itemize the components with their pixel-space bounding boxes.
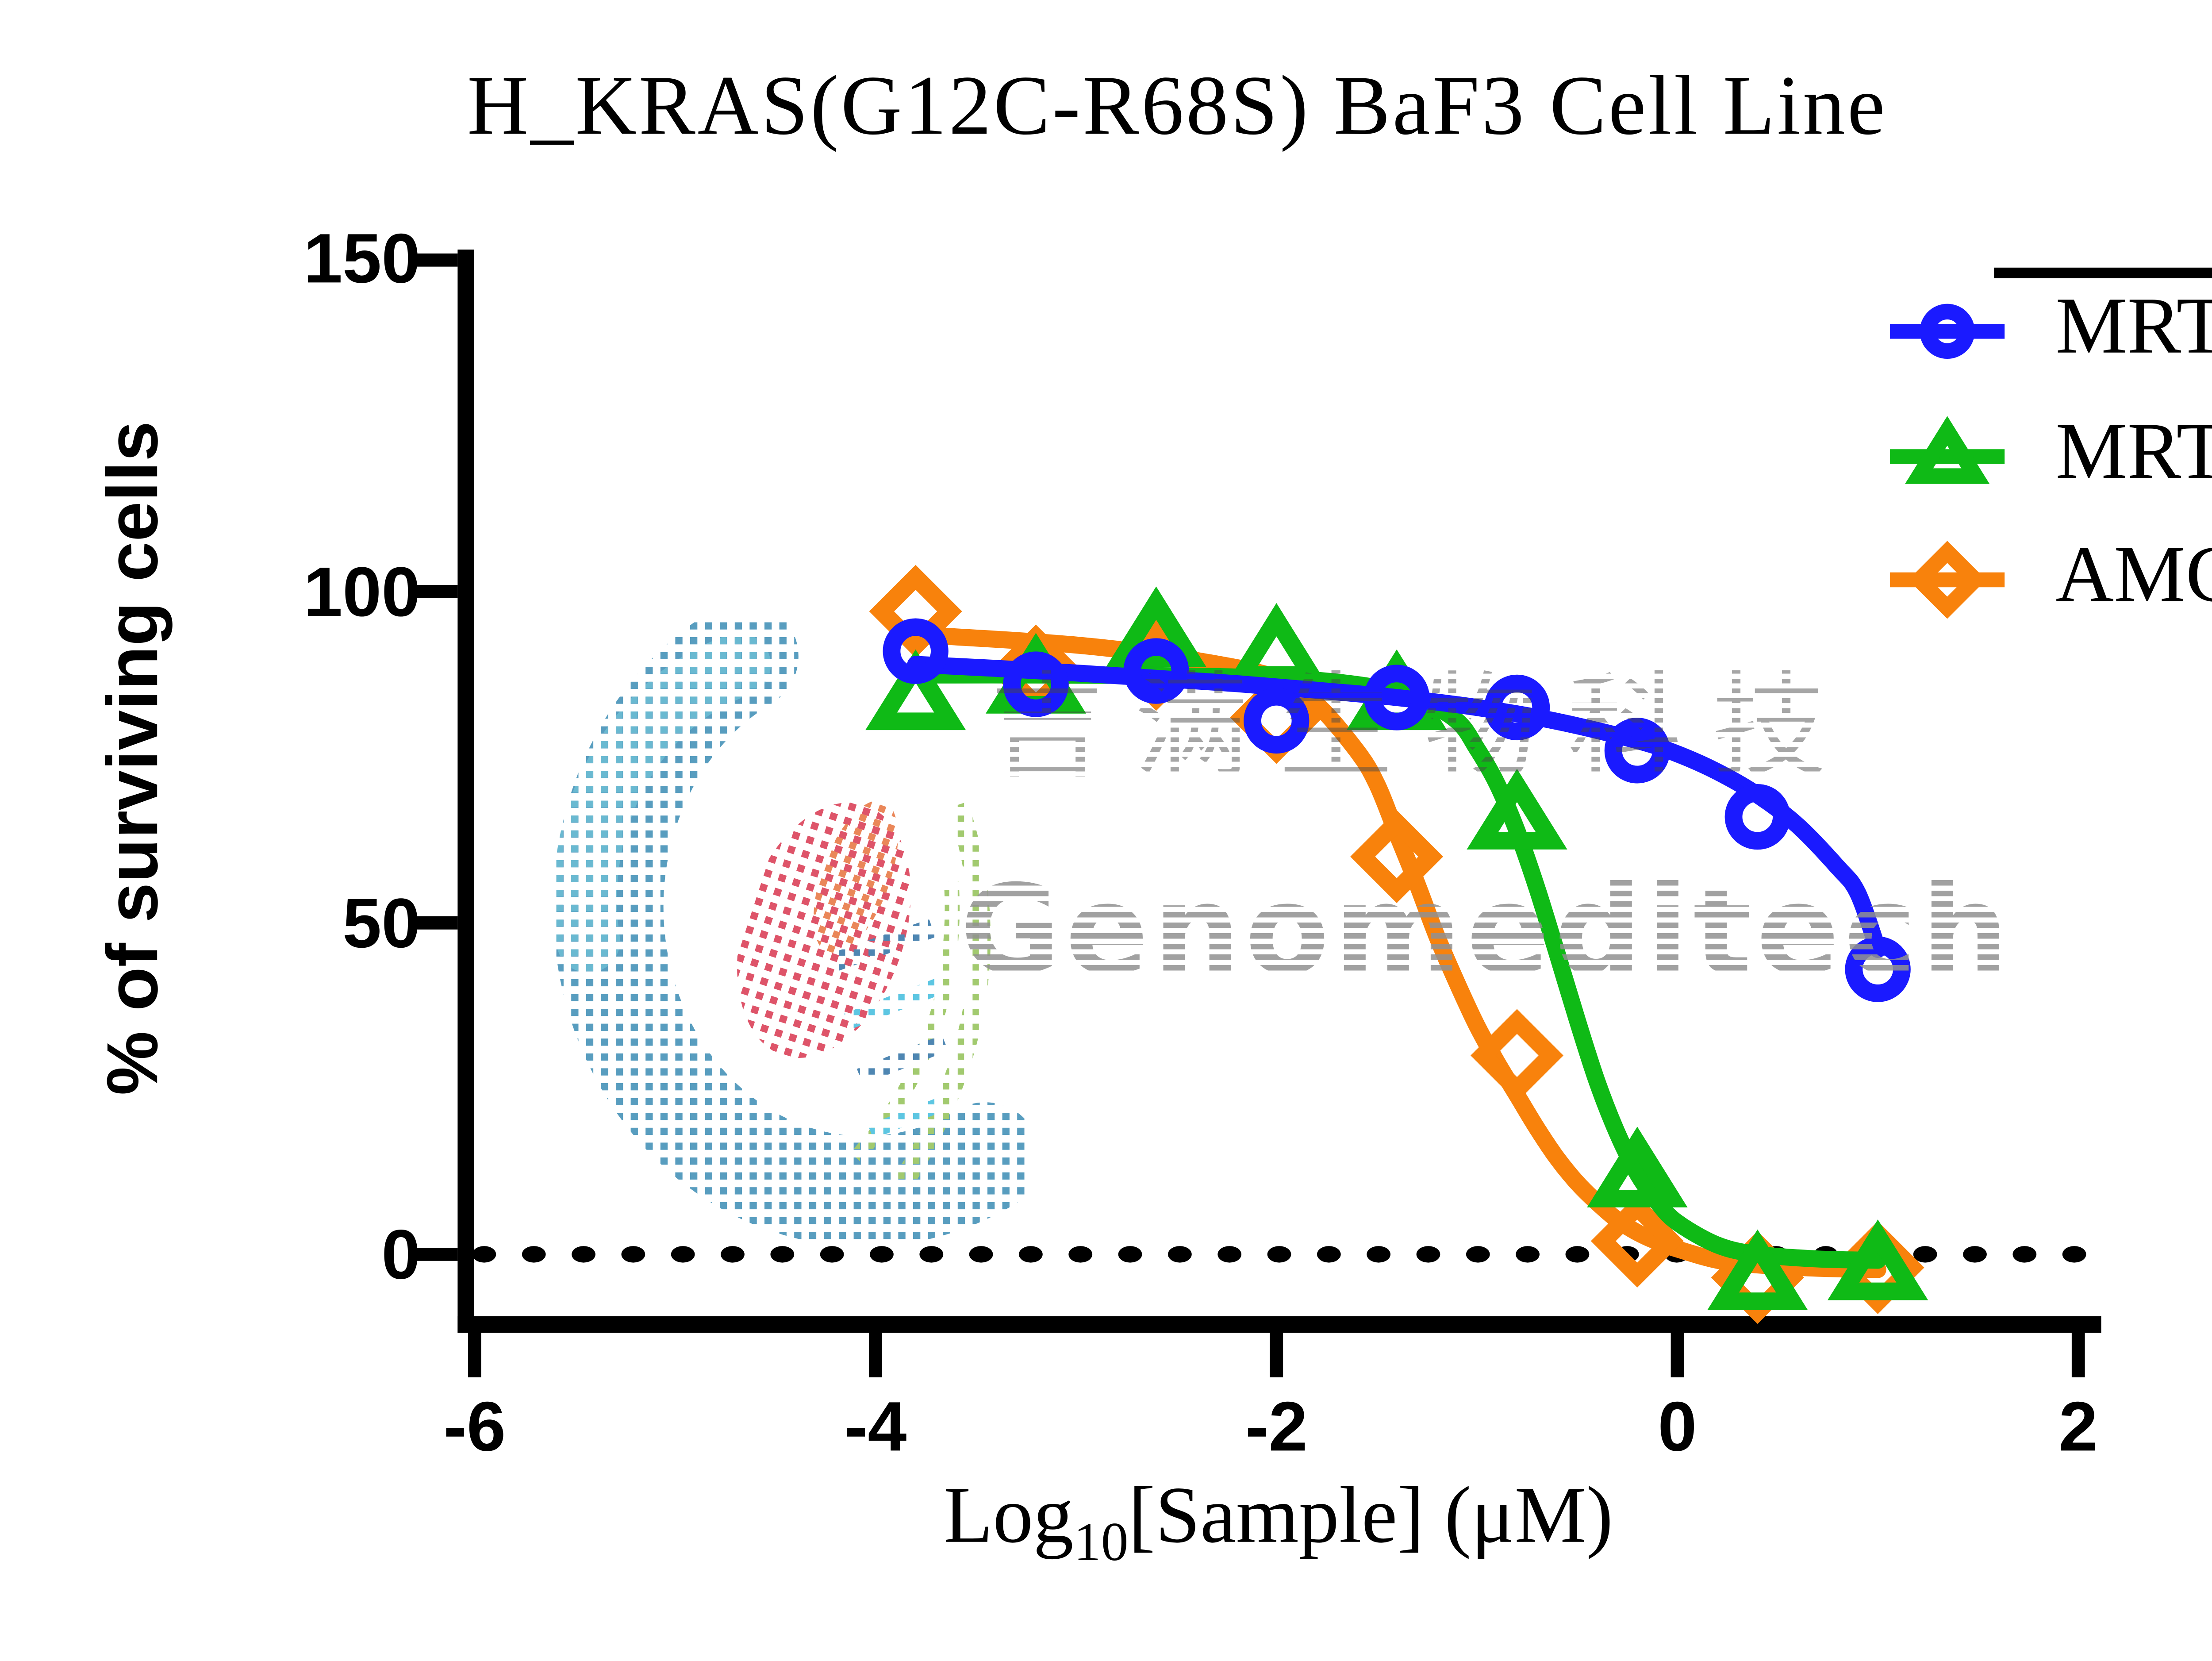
zero-baseline-dot xyxy=(2012,1246,2037,1263)
data-point-MRTX849 xyxy=(865,649,966,731)
data-point-MRTX1133 xyxy=(1724,784,1790,850)
genomeditech-logo-watermark xyxy=(553,622,1030,1247)
zero-baseline-dot xyxy=(572,1246,595,1263)
zero-baseline-dot xyxy=(522,1246,546,1263)
logo-helix-strand-1 xyxy=(831,919,936,971)
legend-label-amg510: AMG510 xyxy=(2055,531,2212,620)
x-axis-line xyxy=(457,1316,2101,1333)
x-axis-tick xyxy=(1270,1333,1283,1377)
zero-baseline-dot xyxy=(969,1246,993,1263)
y-axis-tick xyxy=(415,916,458,930)
legend-marker-symbol-AMG510 xyxy=(1890,541,2005,619)
x-tick-label--6: -6 xyxy=(443,1387,506,1466)
logo-helix-strand-4 xyxy=(868,1097,944,1139)
legend-marker-symbol-MRTX1133 xyxy=(1890,304,2005,359)
legend-header-rule xyxy=(1994,267,2212,278)
legend-marker-mrtx849 xyxy=(1886,410,2008,503)
zero-baseline-dot xyxy=(1963,1246,1987,1263)
logo-leaf-outline xyxy=(893,801,991,1189)
y-axis-tick xyxy=(415,584,458,598)
data-point-MRTX849 xyxy=(1467,769,1567,850)
data-point-MRTX849 xyxy=(1106,586,1207,667)
zero-baseline-dot xyxy=(820,1246,844,1263)
logo-helix-strand-2 xyxy=(844,977,944,1030)
zero-baseline-dot xyxy=(1068,1246,1093,1263)
x-axis-tick xyxy=(2071,1333,2085,1377)
zero-baseline-dot xyxy=(919,1246,944,1263)
legend-marker-mrtx1133 xyxy=(1886,285,2008,378)
data-point-MRTX1133 xyxy=(1123,638,1189,704)
data-point-MRTX1133 xyxy=(1244,688,1310,754)
zero-baseline-dot xyxy=(1317,1246,1341,1263)
legend-marker-amg510 xyxy=(1886,533,2008,627)
x-axis-tick xyxy=(869,1333,882,1377)
zero-baseline-dot xyxy=(2062,1246,2086,1263)
legend-marker-symbol-MRTX849 xyxy=(1890,416,2005,484)
data-point-MRTX849 xyxy=(1827,1219,1928,1300)
curve-MRTX849 xyxy=(907,666,1886,1269)
data-point-MRTX1133 xyxy=(883,618,949,684)
y-tick-label-50: 50 xyxy=(342,882,421,961)
zero-baseline-dot xyxy=(870,1246,894,1263)
data-point-AMG510 xyxy=(1350,810,1444,904)
zero-baseline-dot xyxy=(472,1246,496,1263)
zero-baseline-dot xyxy=(671,1246,695,1263)
zero-baseline-dot xyxy=(1516,1246,1540,1263)
zero-baseline-dot xyxy=(1118,1246,1142,1263)
zero-baseline-dot xyxy=(1466,1246,1490,1263)
zero-baseline-dot xyxy=(1367,1246,1391,1263)
logo-teardrop-highlight xyxy=(814,800,898,954)
x-axis-title-suffix: [Sample] (μM) xyxy=(1128,1472,1613,1561)
chart-title: H_KRAS(G12C-R68S) BaF3 Cell Line xyxy=(467,57,1887,153)
logo-crescent-highlight xyxy=(553,633,771,973)
zero-baseline-dot xyxy=(1168,1246,1192,1263)
zero-baseline-dot xyxy=(770,1246,795,1263)
data-point-MRTX1133 xyxy=(1363,665,1430,731)
y-axis-title: % of surviving cells xyxy=(93,421,174,1096)
legend-label-mrtx849: MRTX849 xyxy=(2055,408,2212,497)
data-point-MRTX849 xyxy=(1707,1229,1808,1310)
x-axis-title-prefix: Log xyxy=(943,1472,1074,1561)
zero-baseline-dot xyxy=(1217,1246,1242,1263)
data-point-MRTX1133 xyxy=(1003,651,1069,717)
data-point-AMG510 xyxy=(869,565,962,658)
y-tick-label-150: 150 xyxy=(303,219,421,299)
legend-label-mrtx1133: MRTX1133 xyxy=(2055,282,2212,372)
x-axis-title-subscript: 10 xyxy=(1073,1511,1129,1573)
logo-helix-strand-3 xyxy=(856,1034,949,1085)
y-axis-line xyxy=(457,250,474,1333)
zero-baseline-dot xyxy=(1019,1246,1043,1263)
y-tick-label-100: 100 xyxy=(303,551,421,630)
data-point-MRTX1133 xyxy=(1845,936,1911,1002)
x-axis-tick xyxy=(468,1333,481,1377)
zero-baseline-dot xyxy=(1913,1246,1937,1263)
zero-baseline-dot xyxy=(721,1246,745,1263)
y-axis-tick xyxy=(415,1248,458,1261)
y-tick-label-0: 0 xyxy=(381,1214,421,1293)
x-tick-label--4: -4 xyxy=(844,1387,907,1466)
x-tick-label-2: 2 xyxy=(2058,1387,2098,1466)
data-point-MRTX1133 xyxy=(1604,718,1671,784)
zero-baseline-dot xyxy=(1416,1246,1440,1263)
data-point-MRTX849 xyxy=(1587,1127,1688,1207)
zero-baseline-dot xyxy=(1267,1246,1291,1263)
x-axis-title: Log10[Sample] (μM) xyxy=(854,1470,1703,1575)
zero-baseline-dot xyxy=(621,1246,645,1263)
data-point-AMG510 xyxy=(1590,1194,1684,1288)
x-tick-label-0: 0 xyxy=(1658,1387,1697,1466)
x-axis-tick xyxy=(1671,1333,1684,1377)
zero-baseline-dot xyxy=(1565,1246,1590,1263)
y-axis-tick xyxy=(415,253,458,267)
data-point-AMG510 xyxy=(1471,1009,1563,1102)
data-point-MRTX1133 xyxy=(1484,674,1550,741)
x-tick-label--2: -2 xyxy=(1245,1387,1308,1466)
data-point-MRTX849 xyxy=(1226,603,1327,684)
